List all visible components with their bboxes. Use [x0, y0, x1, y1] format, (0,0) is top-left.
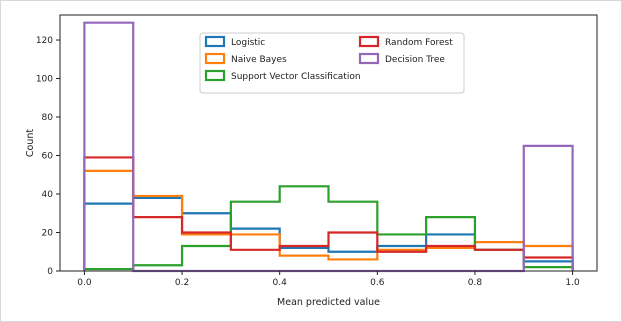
legend-label: Naive Bayes: [231, 55, 287, 65]
legend-swatch: [358, 52, 380, 65]
y-tick-label: 100: [36, 75, 53, 85]
legend-label: Random Forest: [385, 38, 453, 48]
y-tick-label: 40: [42, 190, 54, 200]
y-axis-label: Count: [25, 129, 36, 157]
legend-swatch: [204, 35, 226, 48]
legend-swatch: [204, 69, 226, 82]
y-tick-label: 0: [47, 267, 53, 277]
y-tick-label: 20: [42, 229, 54, 239]
x-tick-label: 0.8: [468, 278, 483, 288]
legend-label: Decision Tree: [385, 55, 445, 65]
legend-label: Logistic: [231, 38, 265, 48]
x-axis-label: Mean predicted value: [277, 297, 380, 308]
y-tick-label: 120: [36, 36, 53, 46]
x-tick-label: 0.0: [77, 278, 92, 288]
y-tick-label: 80: [42, 113, 54, 123]
x-tick-label: 1.0: [565, 278, 580, 288]
legend-box: [199, 32, 465, 94]
x-tick-label: 0.6: [370, 278, 385, 288]
legend-label: Support Vector Classification: [231, 72, 361, 82]
legend-swatch: [204, 52, 226, 65]
x-tick-label: 0.4: [273, 278, 288, 288]
y-tick-label: 60: [42, 152, 54, 162]
x-tick-label: 0.2: [175, 278, 189, 288]
series-line-1: [83, 169, 574, 271]
series-line-3: [83, 156, 574, 271]
plot-frame: [59, 14, 598, 272]
legend-swatch: [358, 35, 380, 48]
